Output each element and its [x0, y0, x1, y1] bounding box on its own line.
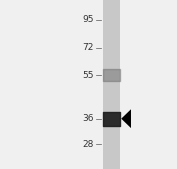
Text: 36: 36	[82, 114, 94, 123]
Text: 95: 95	[82, 15, 94, 24]
Text: 72: 72	[82, 43, 94, 52]
Text: 55: 55	[82, 71, 94, 80]
Polygon shape	[121, 109, 131, 128]
Bar	[103, 0, 120, 169]
Text: 28: 28	[82, 140, 94, 149]
